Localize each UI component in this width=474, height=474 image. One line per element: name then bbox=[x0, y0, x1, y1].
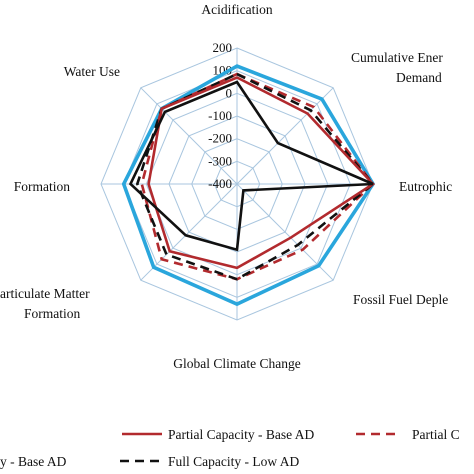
series-line bbox=[147, 76, 376, 270]
axis-labels: Acidification Cumulative Ener Demand Eut… bbox=[0, 2, 452, 371]
tick-label: -200 bbox=[208, 131, 232, 146]
axis-label-fossil: Fossil Fuel Deple bbox=[353, 292, 448, 307]
axis-label-ced-line1: Cumulative Ener bbox=[351, 50, 443, 65]
legend: Partial Capacity - Base AD Partial C y -… bbox=[0, 427, 460, 469]
grid-spoke bbox=[140, 87, 238, 185]
tick-label: -100 bbox=[208, 108, 232, 123]
legend-label-partial-low: Partial C bbox=[412, 427, 460, 442]
axis-label-water: Water Use bbox=[64, 64, 120, 79]
tick-label: 200 bbox=[213, 40, 233, 55]
tick-label: 0 bbox=[226, 85, 233, 100]
legend-label-full-low: Full Capacity - Low AD bbox=[168, 454, 299, 469]
axis-label-climate: Global Climate Change bbox=[173, 356, 300, 371]
grid-spoke bbox=[236, 183, 334, 281]
series-line bbox=[140, 72, 375, 281]
tick-label: -300 bbox=[208, 153, 232, 168]
axis-label-pm-line1: articulate Matter bbox=[0, 286, 90, 301]
series-line bbox=[128, 80, 374, 252]
axis-label-pm-line2: Formation bbox=[24, 306, 80, 321]
axis-label-smog: Formation bbox=[14, 179, 70, 194]
radar-series bbox=[121, 64, 376, 307]
axis-label-acidification: Acidification bbox=[201, 2, 272, 17]
axis-label-ced-line2: Demand bbox=[396, 70, 442, 85]
tick-label: 100 bbox=[213, 63, 233, 78]
grid-spoke bbox=[140, 183, 238, 281]
legend-label-full-base: y - Base AD bbox=[0, 454, 67, 469]
legend-label-partial-base: Partial Capacity - Base AD bbox=[168, 427, 314, 442]
series-line bbox=[121, 64, 376, 307]
axis-label-eutrophication: Eutrophic bbox=[399, 179, 452, 194]
grid-spoke bbox=[236, 87, 334, 185]
tick-label: -400 bbox=[208, 176, 232, 191]
radial-axis-ticks: 200 100 0 -100 -200 -300 -400 bbox=[208, 40, 232, 191]
